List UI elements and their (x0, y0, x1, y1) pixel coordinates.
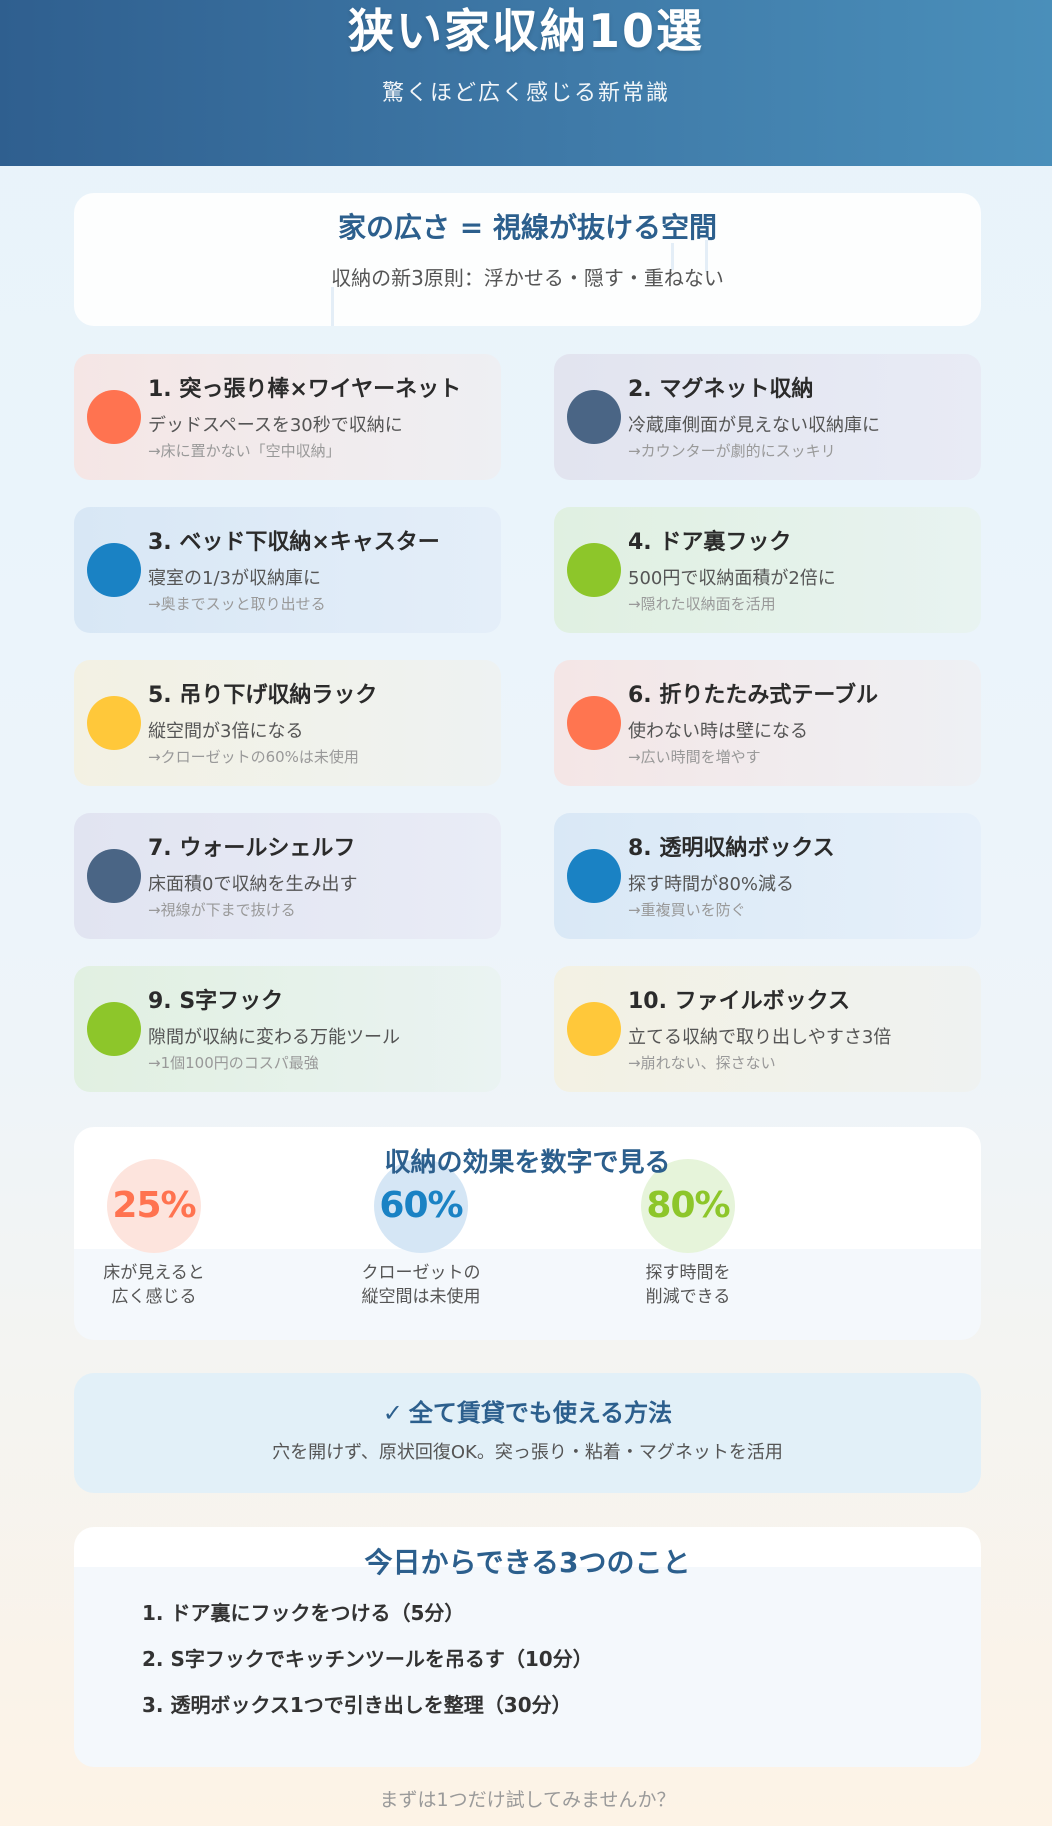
circle-icon (567, 390, 621, 444)
tip-title: 1. 突っ張り棒×ワイヤーネット (148, 377, 462, 402)
circle-icon (87, 1002, 141, 1056)
tip-note: →崩れない、探さない (628, 1054, 776, 1072)
rental-friendly-section: ✓ 全て賃貸でも使える方法 穴を開けず、原状回復OK。突っ張り・粘着・マグネットを… (74, 1373, 981, 1493)
tip-card: 8. 透明収納ボックス 探す時間が80%減る →重複買いを防ぐ (554, 813, 981, 939)
tip-note: →カウンターが劇的にスッキリ (628, 442, 836, 460)
page-header: 狭い家収納10選 驚くほど広く感じる新常識 (0, 0, 1052, 166)
stats-section: 収納の効果を数字で見る 25% 床が見えると 広く感じる 60% クローゼットの… (74, 1127, 981, 1340)
tip-title: 9. S字フック (148, 989, 284, 1014)
stat-label-line: 削減できる (645, 1287, 731, 1307)
stats-row: 25% 床が見えると 広く感じる 60% クローゼットの 縦空間は未使用 80% (74, 1159, 981, 1309)
stat-label-line: 縦空間は未使用 (361, 1287, 481, 1307)
tip-title: 2. マグネット収納 (628, 377, 814, 402)
tip-card: 10. ファイルボックス 立てる収納で取り出しやすさ3倍 →崩れない、探さない (554, 966, 981, 1092)
circle-icon (87, 390, 141, 444)
tip-title: 3. ベッド下収納×キャスター (148, 530, 440, 555)
circle-icon (567, 696, 621, 750)
page-title: 狭い家収納10選 (347, 4, 704, 58)
stat-label: 探す時間を 削減できる (618, 1261, 758, 1309)
tip-card: 7. ウォールシェルフ 床面積0で収納を生み出す →視線が下まで抜ける (74, 813, 501, 939)
stat-circle: 80% (641, 1159, 735, 1253)
page-subtitle: 驚くほど広く感じる新常識 (381, 81, 670, 106)
tip-note: →視線が下まで抜ける (148, 901, 296, 919)
tip-card: 6. 折りたたみ式テーブル 使わない時は壁になる →広い時間を増やす (554, 660, 981, 786)
intro-principles: 収納の新3原則：浮かせる・隠す・重ねない (331, 266, 724, 290)
list-item: 1. ドア裏にフックをつける（5分） (142, 1601, 465, 1625)
tip-description: 寝室の1/3が収納庫に (148, 568, 321, 589)
tip-description: 縦空間が3倍になる (148, 721, 304, 742)
tip-description: 使わない時は壁になる (628, 721, 808, 742)
tip-description: 床面積0で収納を生み出す (148, 874, 358, 895)
stat-label-line: クローゼットの (361, 1263, 481, 1283)
tip-note: →奥までスッと取り出せる (148, 595, 326, 613)
stat-circle: 60% (374, 1159, 468, 1253)
main-content: 家の広さ = 視線が抜ける空間 収納の新3原則：浮かせる・隠す・重ねない 1. … (74, 193, 981, 1814)
sightline-decoration (671, 243, 674, 270)
list-item: 3. 透明ボックス1つで引き出しを整理（30分） (142, 1693, 572, 1717)
footer-cta-text: まずは1つだけ試してみませんか？ (379, 1789, 676, 1811)
tip-description: 探す時間が80%減る (628, 874, 795, 895)
tip-title: 4. ドア裏フック (628, 530, 792, 555)
rental-text: 穴を開けず、原状回復OK。突っ張り・粘着・マグネットを活用 (272, 1442, 783, 1463)
stat-label: 床が見えると 広く感じる (84, 1261, 224, 1309)
today-actions-section: 今日からできる3つのこと 1. ドア裏にフックをつける（5分） 2. S字フック… (74, 1527, 981, 1767)
sightline-decoration (331, 287, 334, 326)
tip-title: 6. 折りたたみ式テーブル (628, 683, 879, 708)
intro-card: 家の広さ = 視線が抜ける空間 収納の新3原則：浮かせる・隠す・重ねない (74, 193, 981, 326)
tip-note: →床に置かない「空中収納」 (148, 442, 341, 460)
circle-icon (87, 696, 141, 750)
circle-icon (87, 849, 141, 903)
stat-circle: 25% (107, 1159, 201, 1253)
rental-heading-text: 全て賃貸でも使える方法 (408, 1399, 673, 1427)
today-heading: 今日からできる3つのこと (364, 1546, 691, 1579)
tip-note: →隠れた収納面を活用 (628, 595, 776, 613)
tip-card: 9. S字フック 隙間が収納に変わる万能ツール →1個100円のコスパ最強 (74, 966, 501, 1092)
tip-description: 冷蔵庫側面が見えない収納庫に (628, 415, 880, 436)
stats-heading: 収納の効果を数字で見る (384, 1148, 671, 1178)
list-item: 2. S字フックでキッチンツールを吊るす（10分） (142, 1647, 593, 1671)
rental-heading: ✓ 全て賃貸でも使える方法 (74, 1397, 981, 1429)
stat-item: 25% 床が見えると 広く感じる (84, 1159, 224, 1309)
tip-description: 500円で収納面積が2倍に (628, 568, 836, 589)
tip-card: 5. 吊り下げ収納ラック 縦空間が3倍になる →クローゼットの60%は未使用 (74, 660, 501, 786)
circle-icon (567, 1002, 621, 1056)
tip-note: →重複買いを防ぐ (628, 901, 746, 919)
tip-card: 4. ドア裏フック 500円で収納面積が2倍に →隠れた収納面を活用 (554, 507, 981, 633)
stat-value: 60% (379, 1185, 463, 1226)
stat-value: 25% (112, 1185, 196, 1226)
stat-label-line: 床が見えると (103, 1263, 205, 1283)
stat-value: 80% (646, 1185, 730, 1226)
tip-card: 1. 突っ張り棒×ワイヤーネット デッドスペースを30秒で収納に →床に置かない… (74, 354, 501, 480)
tip-card: 3. ベッド下収納×キャスター 寝室の1/3が収納庫に →奥までスッと取り出せる (74, 507, 501, 633)
stat-label-line: 探す時間を (645, 1263, 731, 1283)
tip-title: 5. 吊り下げ収納ラック (148, 683, 378, 708)
sightline-decoration (705, 240, 708, 272)
tip-card: 2. マグネット収納 冷蔵庫側面が見えない収納庫に →カウンターが劇的にスッキリ (554, 354, 981, 480)
tip-description: 立てる収納で取り出しやすさ3倍 (628, 1027, 892, 1048)
circle-icon (87, 543, 141, 597)
tip-note: →クローゼットの60%は未使用 (148, 748, 359, 766)
circle-icon (567, 849, 621, 903)
intro-heading: 家の広さ = 視線が抜ける空間 (338, 211, 717, 244)
tip-note: →1個100円のコスパ最強 (148, 1054, 319, 1072)
tip-title: 10. ファイルボックス (628, 989, 850, 1014)
tip-description: デッドスペースを30秒で収納に (148, 415, 403, 436)
circle-icon (567, 543, 621, 597)
tip-title: 7. ウォールシェルフ (148, 836, 356, 861)
check-icon: ✓ (382, 1399, 403, 1427)
storage-tips-grid: 1. 突っ張り棒×ワイヤーネット デッドスペースを30秒で収納に →床に置かない… (74, 354, 981, 1092)
stat-item: 60% クローゼットの 縦空間は未使用 (351, 1159, 491, 1309)
tip-title: 8. 透明収納ボックス (628, 836, 835, 861)
tip-note: →広い時間を増やす (628, 748, 761, 766)
tip-description: 隙間が収納に変わる万能ツール (148, 1027, 400, 1048)
stat-label: クローゼットの 縦空間は未使用 (351, 1261, 491, 1309)
today-list: 1. ドア裏にフックをつける（5分） 2. S字フックでキッチンツールを吊るす（… (74, 1599, 981, 1719)
stat-label-line: 広く感じる (111, 1287, 197, 1307)
stat-item: 80% 探す時間を 削減できる (618, 1159, 758, 1309)
